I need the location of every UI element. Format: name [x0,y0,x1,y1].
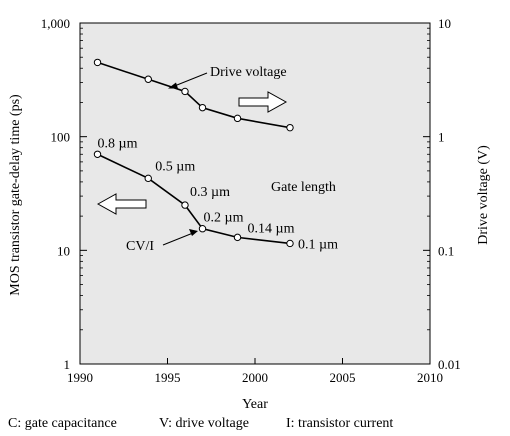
data-point-drive-voltage [181,87,189,96]
gate-length-point-label: 0.1 µm [298,237,338,252]
right-y-axis-title: Drive voltage (V) [476,145,491,245]
gate-length-point-label: 0.14 µm [248,221,295,236]
gate-length-label: Gate length [271,180,336,195]
footnote-i: I: transistor current [286,416,393,431]
data-point-drive-voltage [233,114,242,123]
right-y-tick-label: 0.1 [438,243,454,258]
x-tick-label: 2010 [417,370,443,385]
data-point-cv-i [233,233,242,242]
x-tick-label: 2000 [242,370,268,385]
data-point-drive-voltage [286,123,294,132]
right-y-tick-label: 0.01 [438,357,461,372]
plot-area [79,22,431,365]
cvi-pointer [162,232,194,246]
drive-voltage-label: Drive voltage [210,65,287,80]
x-axis-title: Year [242,397,268,412]
drive-voltage-pointer [171,72,208,88]
x-tick-label: 2005 [330,370,356,385]
drive-voltage-pointer-head [168,82,178,89]
series-layer: 0.8 µm 0.5 µm 0.3 µm 0.2 µm 0.14 µm0.1 µm [93,58,338,252]
right-axis-arrow [238,91,288,113]
footnote-v: V: drive voltage [159,416,249,431]
cvi-label: CV/I [126,239,154,254]
footnote-c: C: gate capacitance [8,416,117,431]
data-point-cv-i [198,224,207,233]
x-axis-ticks: 1990 1995 2000 2005 2010 [67,358,443,385]
data-point-drive-voltage [198,103,207,112]
data-point-cv-i [286,239,294,248]
right-y-axis-ticks: 0.01 0.1 1 10 [423,16,461,372]
series-line-drive-voltage [97,61,291,129]
data-point-cv-i [93,150,102,158]
right-y-tick-label: 10 [438,16,451,31]
data-point-cv-i [181,201,189,209]
x-tick-label: 1990 [67,370,93,385]
gate-length-point-label: 0.3 µm [190,185,230,200]
data-point-drive-voltage [93,58,102,67]
left-y-axis-ticks: 1 10 100 1,000 [41,16,87,372]
right-y-tick-label: 1 [438,130,445,145]
left-y-tick-label: 1 [64,357,71,372]
left-y-tick-label: 10 [57,243,70,258]
data-point-drive-voltage [144,75,152,83]
gate-length-point-label: 0.2 µm [204,211,244,226]
left-y-axis-title: MOS transistor gate-delay time (ps) [8,94,23,296]
left-y-tick-label: 100 [51,130,71,145]
left-axis-arrow [96,193,147,215]
cvi-pointer-head [189,229,198,236]
left-y-tick-label: 1,000 [41,16,70,31]
gate-length-point-label: 0.5 µm [155,159,195,174]
x-tick-label: 1995 [155,370,181,385]
series-line-cv-i [97,153,291,245]
data-point-cv-i [144,174,152,183]
gate-length-point-label: 0.8 µm [98,136,138,151]
